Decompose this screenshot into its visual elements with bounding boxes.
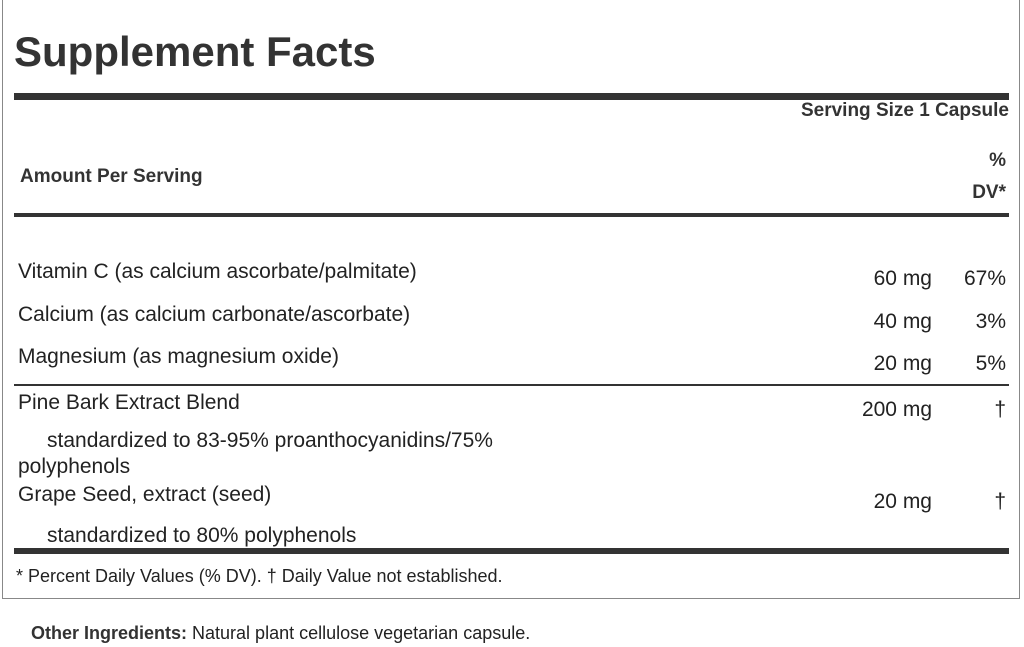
blend-amount: 200 mg (861, 398, 932, 421)
nutrient-dv: 67% (963, 267, 1006, 290)
dv-header-dv: DV* (972, 182, 1006, 203)
blend-detail: standardized to 80% polyphenols (47, 524, 357, 547)
amount-per-serving-label: Amount Per Serving (20, 166, 203, 187)
nutrient-dv: 5% (975, 352, 1006, 375)
serving-size: Serving Size 1 Capsule (800, 100, 1009, 121)
nutrient-dv: 3% (975, 310, 1006, 333)
blend-dv: † (994, 490, 1006, 513)
nutrient-name: Vitamin C (as calcium ascorbate/palmitat… (18, 260, 417, 283)
nutrient-name: Calcium (as calcium carbonate/ascorbate) (18, 303, 411, 326)
supplement-facts-panel (2, 0, 1020, 599)
nutrient-name: Magnesium (as magnesium oxide) (18, 345, 339, 368)
nutrient-amount: 40 mg (873, 310, 932, 333)
other-ingredients: Other Ingredients: Natural plant cellulo… (31, 623, 530, 644)
blend-dv: † (994, 398, 1006, 421)
blend-name: Pine Bark Extract Blend (18, 391, 240, 414)
dv-header-percent: % (989, 150, 1006, 171)
blend-detail: standardized to 83-95% proanthocyanidins… (47, 429, 493, 452)
footnote: * Percent Daily Values (% DV). † Daily V… (16, 566, 503, 586)
blend-detail-cont: polyphenols (18, 455, 131, 478)
blend-name: Grape Seed, extract (seed) (18, 483, 272, 506)
footer-divider (14, 548, 1009, 554)
nutrient-amount: 20 mg (873, 352, 932, 375)
nutrient-amount: 60 mg (873, 267, 932, 290)
blend-divider (14, 384, 1009, 386)
header-divider (14, 213, 1009, 217)
other-ingredients-label: Other Ingredients: (31, 623, 188, 643)
thick-divider (14, 93, 1009, 100)
blend-amount: 20 mg (873, 490, 932, 513)
panel-title: Supplement Facts (14, 28, 376, 75)
other-ingredients-text: Natural plant cellulose vegetarian capsu… (192, 623, 531, 643)
